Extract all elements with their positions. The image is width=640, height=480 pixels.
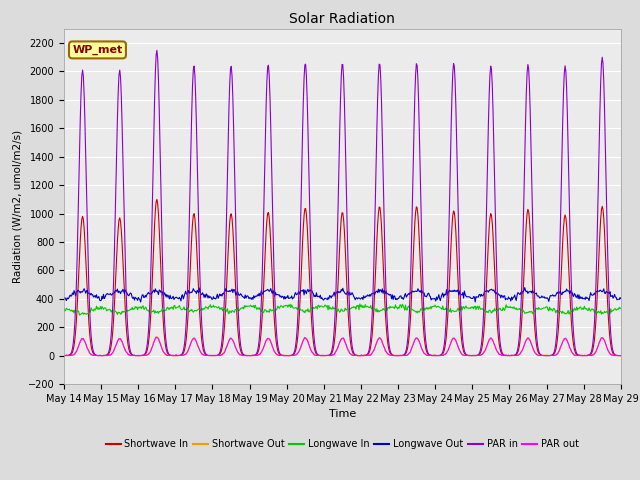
X-axis label: Time: Time bbox=[329, 409, 356, 419]
Text: WP_met: WP_met bbox=[72, 45, 123, 55]
Legend: Shortwave In, Shortwave Out, Longwave In, Longwave Out, PAR in, PAR out: Shortwave In, Shortwave Out, Longwave In… bbox=[102, 435, 583, 453]
Y-axis label: Radiation (W/m2, umol/m2/s): Radiation (W/m2, umol/m2/s) bbox=[12, 130, 22, 283]
Title: Solar Radiation: Solar Radiation bbox=[289, 12, 396, 26]
